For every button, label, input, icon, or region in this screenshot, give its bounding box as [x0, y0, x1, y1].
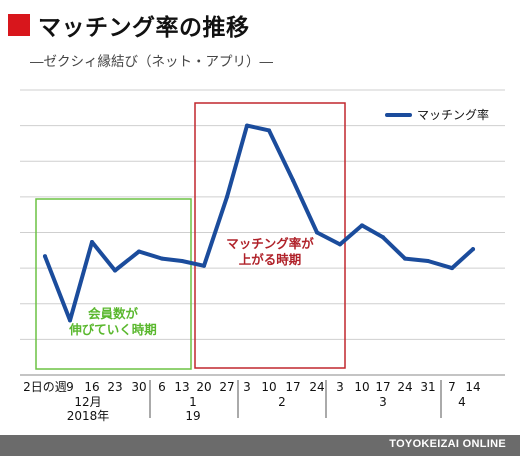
- x-tick-label: 14: [465, 380, 480, 394]
- x-tick-label: 17: [375, 380, 390, 394]
- x-tick-label: 17: [285, 380, 300, 394]
- data-point: [225, 194, 229, 199]
- x-tick-label: 10: [261, 380, 276, 394]
- data-point: [403, 256, 407, 261]
- x-tick-label: 10: [354, 380, 369, 394]
- data-point: [360, 223, 364, 228]
- footer-bar: TOYOKEIZAI ONLINE: [0, 435, 520, 456]
- credit-text: TOYOKEIZAI ONLINE: [389, 438, 506, 450]
- x-tick-label: 23: [107, 380, 122, 394]
- data-point: [202, 263, 206, 268]
- x-tick-label: 7: [448, 380, 456, 394]
- data-point: [43, 254, 47, 259]
- data-point: [426, 259, 430, 263]
- legend-label: マッチング率: [417, 107, 489, 122]
- series-line: [43, 123, 475, 323]
- x-tick-label: 13: [174, 380, 189, 394]
- x-tick-label: 31: [420, 380, 435, 394]
- chart-title: マッチング率の推移: [38, 15, 250, 41]
- data-point: [160, 256, 164, 261]
- annotation-text-green: 会員数が: [88, 306, 139, 321]
- x-tick-label: 9: [66, 380, 74, 394]
- x-tick-label: 16: [84, 380, 99, 394]
- data-point: [137, 249, 141, 254]
- x-tick-label: 30: [131, 380, 146, 394]
- annotation-text-red: マッチング率が: [226, 236, 314, 251]
- data-point: [180, 259, 184, 263]
- annotation-box-green: [35, 198, 192, 370]
- annotation-text-green: 伸びていく時期: [68, 322, 157, 337]
- month-label: 2: [278, 395, 286, 409]
- month-label: 4: [458, 395, 466, 409]
- data-point: [267, 128, 271, 133]
- data-point: [315, 230, 319, 235]
- x-tick-label: 3: [243, 380, 251, 394]
- data-point: [381, 235, 385, 240]
- data-point: [450, 266, 454, 271]
- annotation-box-red: [194, 102, 346, 369]
- x-tick-label: 2日の週: [23, 380, 67, 394]
- chart-subtitle: ―ゼクシィ縁結び（ネット・アプリ）―: [30, 54, 273, 70]
- data-point: [338, 242, 342, 247]
- data-point: [291, 178, 295, 183]
- data-point: [471, 247, 475, 252]
- year-label: 19: [185, 409, 200, 423]
- annotation-text-red: 上がる時期: [239, 252, 302, 267]
- x-tick-label: 27: [219, 380, 234, 394]
- data-point: [245, 123, 249, 128]
- data-point: [90, 240, 94, 244]
- title-row: マッチング率の推移: [8, 10, 250, 41]
- data-point: [68, 318, 72, 323]
- x-tick-label: 6: [158, 380, 166, 394]
- x-tick-label: 24: [309, 380, 324, 394]
- title-marker: [8, 14, 30, 36]
- x-tick-label: 20: [196, 380, 211, 394]
- x-tick-label: 3: [336, 380, 344, 394]
- month-label: 3: [379, 395, 387, 409]
- x-tick-label: 24: [397, 380, 412, 394]
- data-point: [113, 268, 117, 273]
- month-label: 12月: [74, 395, 101, 409]
- month-label: 1: [189, 395, 197, 409]
- year-label: 2018年: [67, 409, 110, 423]
